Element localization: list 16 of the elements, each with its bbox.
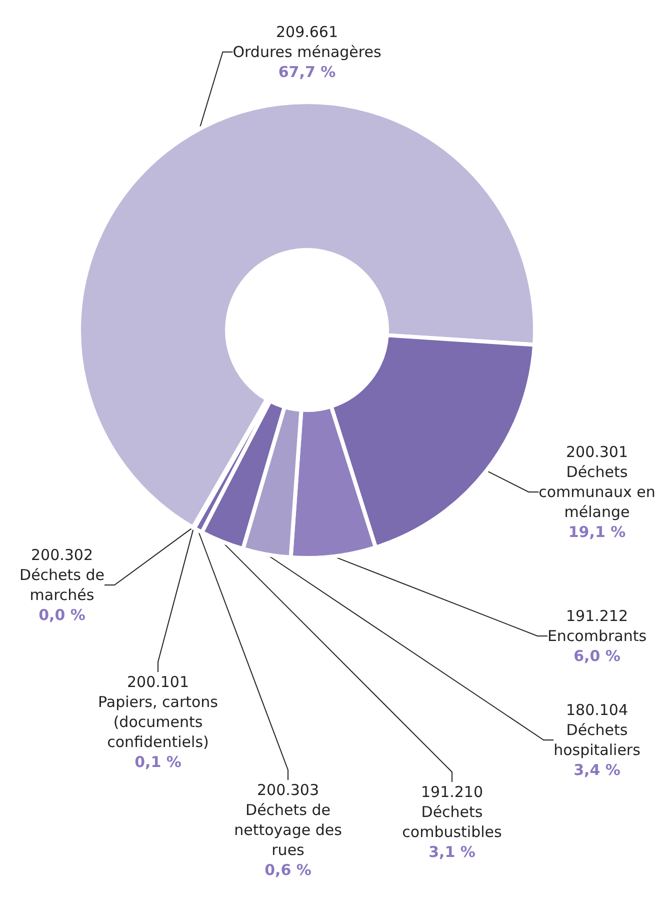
data-label: 67,7 % (278, 63, 336, 81)
text: 0,0 % (38, 606, 86, 624)
data-label: 0,1 % (134, 753, 182, 771)
category-label: 200.302 Déchets de marchés (20, 546, 104, 604)
data-label: 6,0 % (574, 647, 620, 665)
data-label: 0,6 % (264, 861, 312, 879)
slice-label: 180.104 Déchets hospitaliers (554, 701, 641, 759)
data-label: 3,4 % (574, 761, 620, 779)
slice-label: 200.303 Déchets de nettoyage des rues (234, 781, 342, 859)
data-label: 3,1 % (428, 843, 476, 861)
slice-label: 191.212 Encombrants (547, 607, 647, 645)
slice-label: 191.210 Déchets combustibles (402, 783, 502, 841)
slice-label: 200.301 Déchets communaux en mélange (538, 443, 656, 521)
slice-label: 209.661 Ordures ménagères (232, 23, 382, 61)
data-label: 19,1 % (568, 523, 626, 541)
slice-label: 200.101 Papiers, cartons (documents confidentiels) (98, 673, 218, 751)
